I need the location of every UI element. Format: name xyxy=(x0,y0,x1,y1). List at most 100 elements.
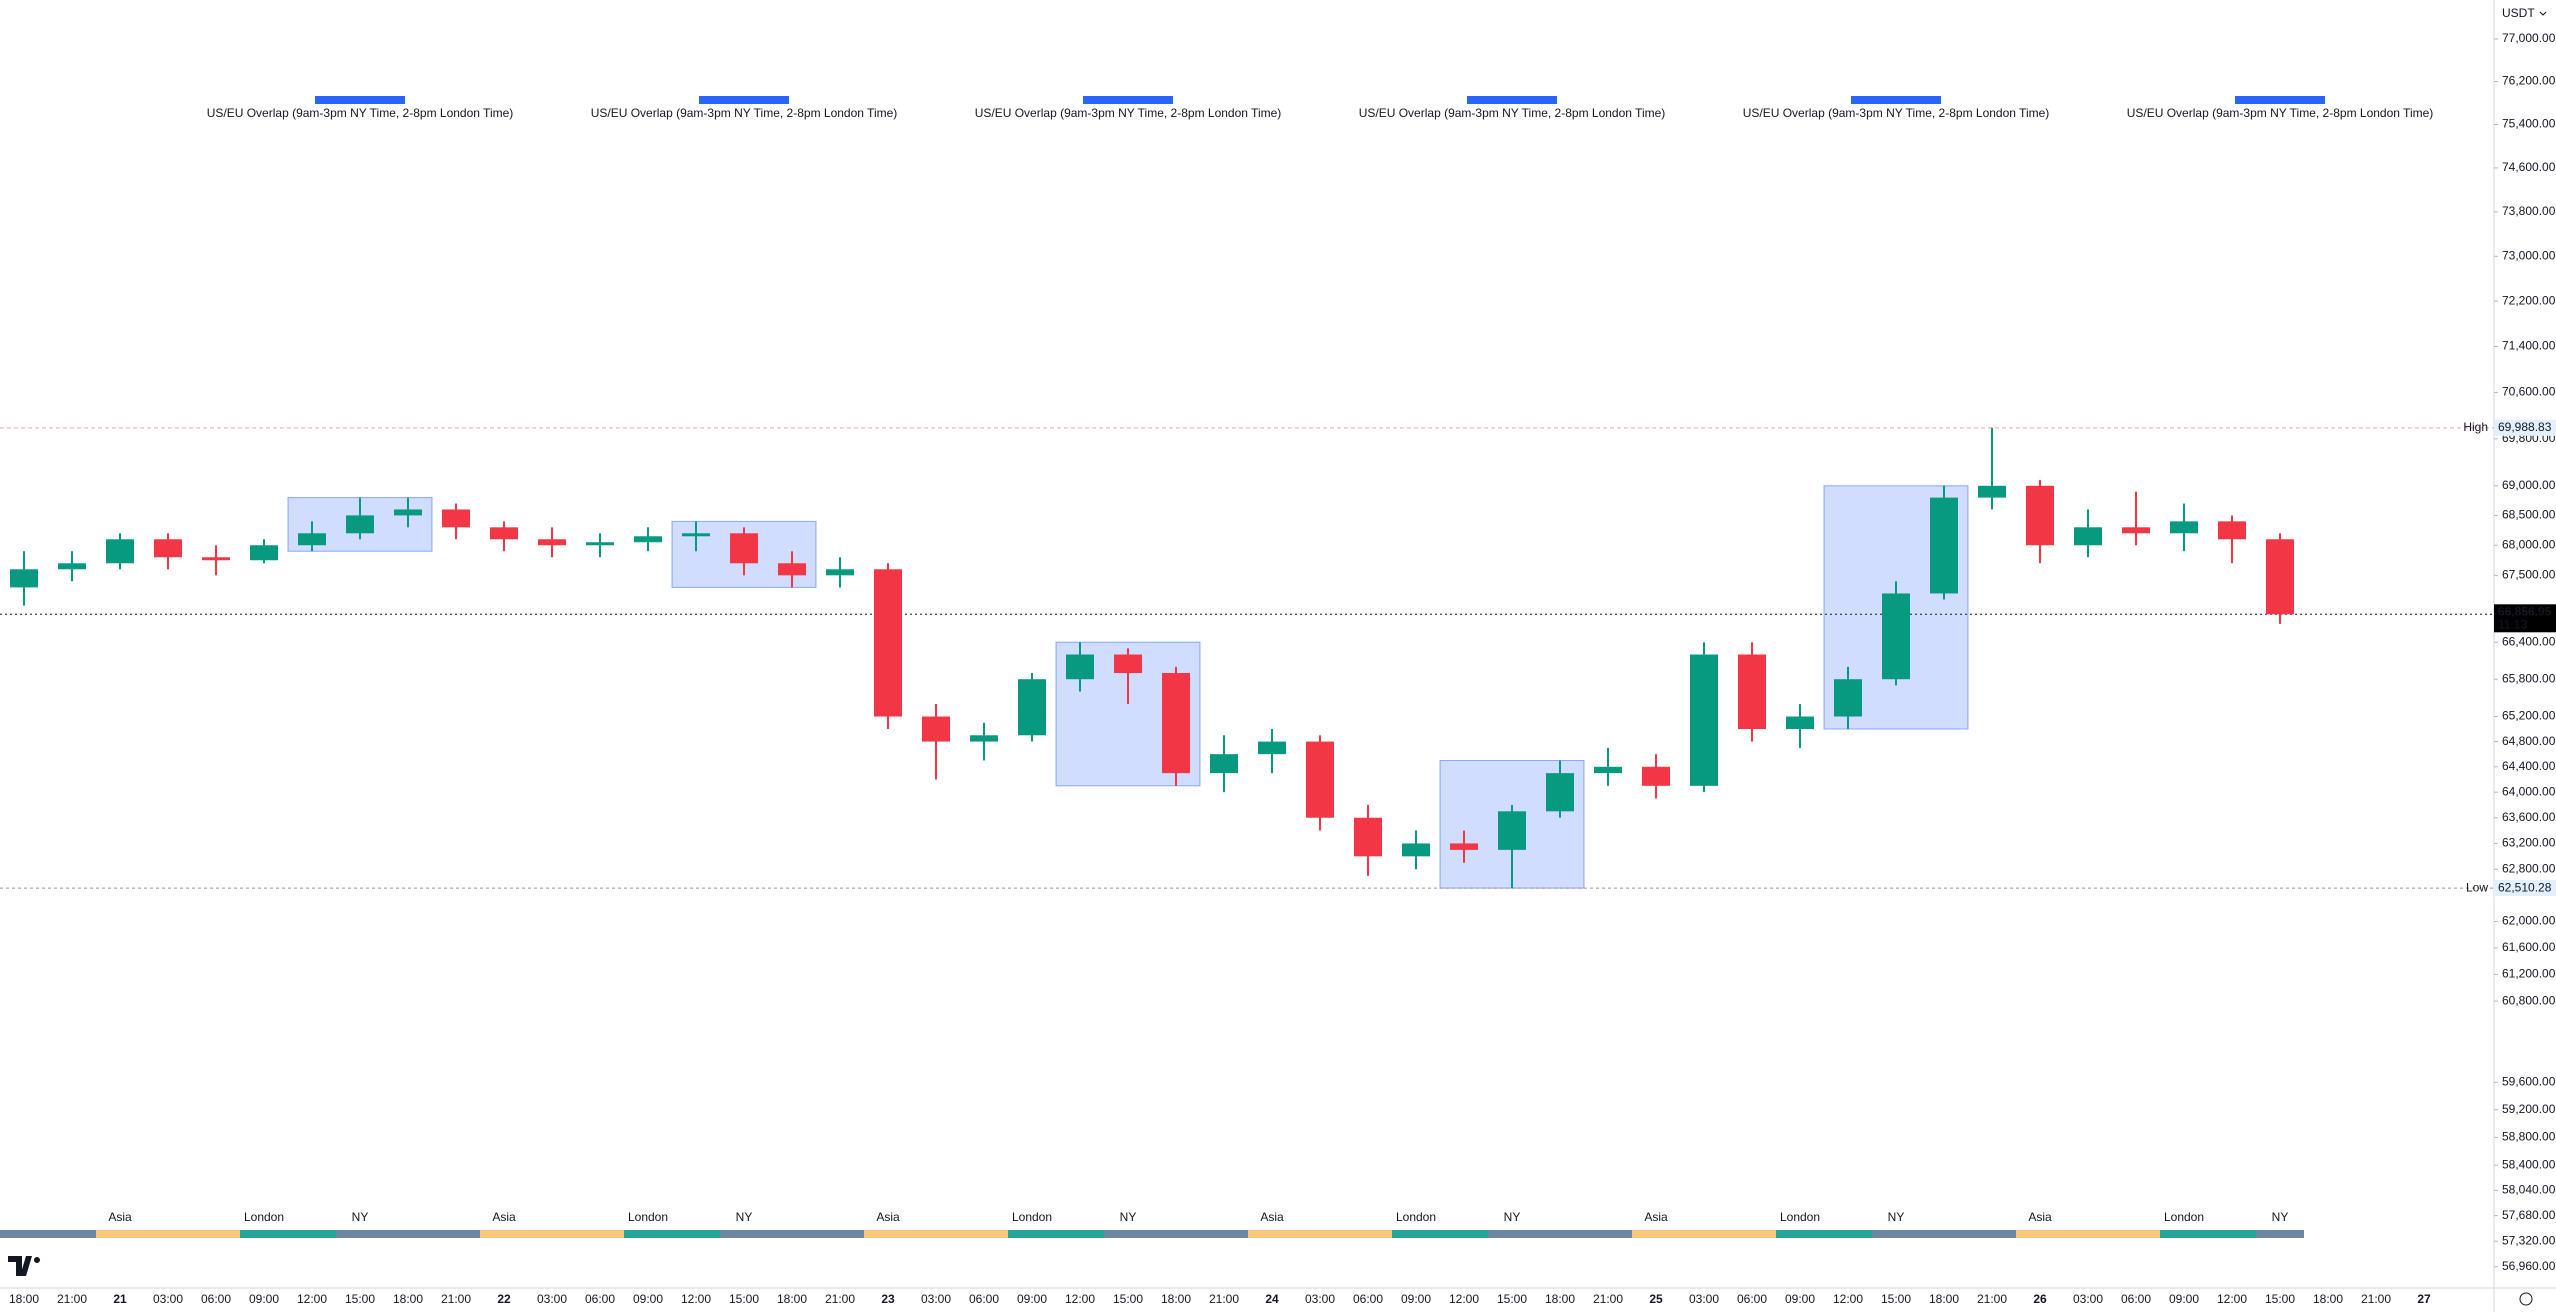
candle-body xyxy=(1450,843,1478,850)
session-label: NY xyxy=(736,1210,753,1224)
x-tick-label: 06:00 xyxy=(969,1292,999,1306)
candle-body xyxy=(1114,654,1142,674)
session-strip xyxy=(480,1230,528,1238)
session-label: London xyxy=(1012,1210,1052,1224)
candle-body xyxy=(778,563,806,576)
y-tick-label: 72,200.00 xyxy=(2502,293,2556,307)
candle-body xyxy=(442,509,470,528)
last-price-value: 66,856.95 xyxy=(2498,604,2552,618)
session-strip xyxy=(0,1230,48,1238)
candle-body xyxy=(1258,741,1286,755)
low-box xyxy=(2494,880,2556,897)
session-strip xyxy=(1632,1230,1680,1238)
session-label: Asia xyxy=(108,1210,132,1224)
candle-body xyxy=(154,539,182,558)
session-strip xyxy=(1872,1230,1920,1238)
session-label: Asia xyxy=(1644,1210,1668,1224)
x-tick-label: 03:00 xyxy=(1305,1292,1335,1306)
currency-caret[interactable] xyxy=(2539,11,2547,16)
candle-body xyxy=(394,509,422,516)
session-label: London xyxy=(628,1210,668,1224)
session-strip xyxy=(528,1230,576,1238)
y-tick-label: 58,040.00 xyxy=(2502,1183,2556,1197)
y-tick-label: 59,200.00 xyxy=(2502,1102,2556,1116)
candle-body xyxy=(1210,754,1238,774)
overlap-label: US/EU Overlap (9am-3pm NY Time, 2-8pm Lo… xyxy=(207,106,514,120)
x-tick-label: 18:00 xyxy=(2313,1292,2343,1306)
session-strip xyxy=(2256,1230,2304,1238)
candle-body xyxy=(2122,527,2150,534)
overlap-label: US/EU Overlap (9am-3pm NY Time, 2-8pm Lo… xyxy=(975,106,1282,120)
session-label: NY xyxy=(1120,1210,1137,1224)
session-strip xyxy=(336,1230,384,1238)
session-strip xyxy=(1776,1230,1824,1238)
session-strip xyxy=(48,1230,96,1238)
currency-label[interactable]: USDT xyxy=(2502,6,2535,20)
high-box xyxy=(2494,419,2556,436)
x-tick-label: 03:00 xyxy=(153,1292,183,1306)
x-tick-label: 06:00 xyxy=(1737,1292,1767,1306)
x-tick-label: 12:00 xyxy=(2217,1292,2247,1306)
candle-body xyxy=(682,533,710,537)
candle-body xyxy=(1402,843,1430,857)
session-label: Asia xyxy=(876,1210,900,1224)
session-strip xyxy=(1536,1230,1584,1238)
x-tick-label: 21:00 xyxy=(1209,1292,1239,1306)
overlap-marker xyxy=(1083,96,1173,104)
x-tick-label: 18:00 xyxy=(1929,1292,1959,1306)
y-tick-label: 77,000.00 xyxy=(2502,31,2556,45)
overlap-label: US/EU Overlap (9am-3pm NY Time, 2-8pm Lo… xyxy=(1359,106,1666,120)
x-tick-label: 12:00 xyxy=(1833,1292,1863,1306)
candle-body xyxy=(298,533,326,546)
y-tick-label: 61,600.00 xyxy=(2502,940,2556,954)
tv-logo[interactable] xyxy=(8,1256,40,1276)
y-tick-label: 58,400.00 xyxy=(2502,1157,2556,1171)
last-price-box xyxy=(2494,604,2556,633)
x-tick-label: 12:00 xyxy=(681,1292,711,1306)
session-strip xyxy=(1584,1230,1632,1238)
x-tick-label: 12:00 xyxy=(297,1292,327,1306)
low-label: Low xyxy=(2466,880,2488,894)
x-tick-label: 15:00 xyxy=(729,1292,759,1306)
x-tick-label: 21:00 xyxy=(2361,1292,2391,1306)
candle-body xyxy=(2074,527,2102,546)
y-tick-label: 69,000.00 xyxy=(2502,478,2556,492)
session-strip xyxy=(816,1230,864,1238)
candle-body xyxy=(1498,811,1526,850)
candle-body xyxy=(1018,679,1046,736)
y-tick-label: 64,400.00 xyxy=(2502,759,2556,773)
candle-body xyxy=(1738,654,1766,730)
session-strip xyxy=(2064,1230,2112,1238)
overlap-marker xyxy=(1851,96,1941,104)
session-strip xyxy=(1152,1230,1200,1238)
session-label: NY xyxy=(1504,1210,1521,1224)
session-strip xyxy=(768,1230,816,1238)
y-tick-label: 75,400.00 xyxy=(2502,117,2556,131)
session-strip xyxy=(1728,1230,1776,1238)
x-tick-label: 09:00 xyxy=(2169,1292,2199,1306)
y-tick-label: 63,600.00 xyxy=(2502,810,2556,824)
session-strip xyxy=(1344,1230,1392,1238)
y-tick-label: 57,680.00 xyxy=(2502,1208,2556,1222)
session-label: Asia xyxy=(2028,1210,2052,1224)
session-strip xyxy=(2160,1230,2208,1238)
candle-body xyxy=(250,545,278,561)
session-strip xyxy=(1680,1230,1728,1238)
y-tick-label: 68,500.00 xyxy=(2502,508,2556,522)
x-tick-label: 03:00 xyxy=(2073,1292,2103,1306)
candle-body xyxy=(1162,673,1190,774)
overlap-label: US/EU Overlap (9am-3pm NY Time, 2-8pm Lo… xyxy=(591,106,898,120)
overlap-label: US/EU Overlap (9am-3pm NY Time, 2-8pm Lo… xyxy=(1743,106,2050,120)
y-tick-label: 61,200.00 xyxy=(2502,967,2556,981)
settings-button[interactable] xyxy=(2519,1292,2533,1306)
session-label: London xyxy=(1396,1210,1436,1224)
x-tick-label: 23 xyxy=(881,1292,895,1306)
session-strip xyxy=(432,1230,480,1238)
y-tick-label: 63,200.00 xyxy=(2502,836,2556,850)
candle-body xyxy=(1690,654,1718,786)
y-tick-label: 76,200.00 xyxy=(2502,74,2556,88)
overlap-marker xyxy=(315,96,405,104)
session-strip xyxy=(1008,1230,1056,1238)
overlap-label: US/EU Overlap (9am-3pm NY Time, 2-8pm Lo… xyxy=(2127,106,2434,120)
x-tick-label: 09:00 xyxy=(1017,1292,1047,1306)
